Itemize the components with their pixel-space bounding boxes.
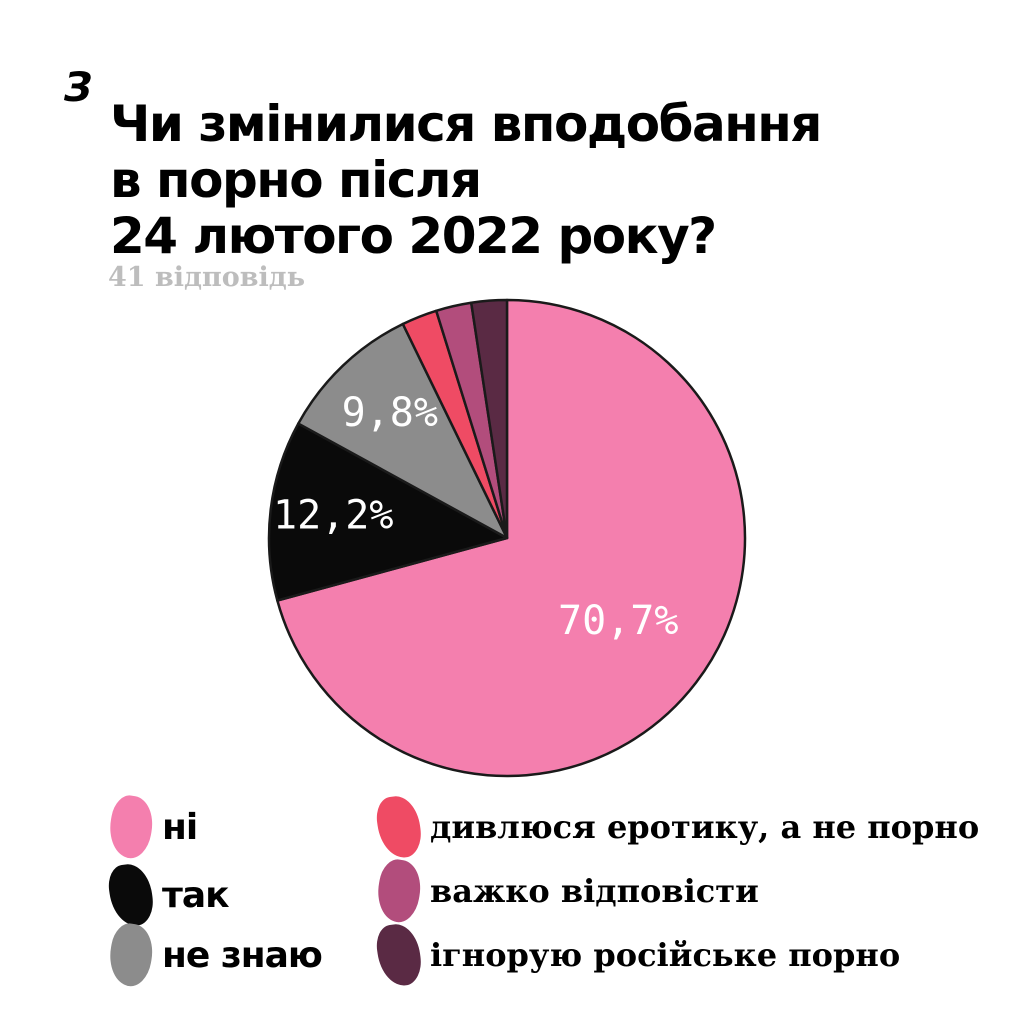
logo-mark: З — [64, 65, 93, 111]
legend-label: ігнорую російське порно — [430, 936, 901, 974]
title-line-3: 24 лютого 2022 року? — [110, 207, 717, 265]
legend-item-vazhko: важко відповісти — [372, 856, 759, 926]
response-count: 41 відповідь — [108, 262, 306, 293]
legend-swatch — [104, 792, 158, 862]
slice-label-1: 12,2% — [273, 492, 393, 538]
pie-slice-5 — [469, 298, 509, 540]
legend-swatch — [104, 920, 158, 990]
pie-slice-0 — [276, 298, 747, 778]
legend-swatch — [105, 861, 157, 929]
title-line-2: в порно після — [110, 151, 482, 209]
pie-slice-1 — [267, 422, 509, 602]
slice-label-2: 9,8% — [342, 390, 438, 436]
legend-label: важко відповісти — [430, 872, 759, 910]
legend-item-ni: ні — [104, 792, 198, 862]
slice-label-0: 70,7% — [558, 598, 678, 644]
title-line-1: Чи змінилися вподобання — [110, 95, 822, 153]
legend-item-ignoruyu: ігнорую російське порно — [373, 920, 901, 990]
chart-title: Чи змінилися вподобання в порно після 24… — [110, 96, 990, 264]
legend-label: ні — [162, 806, 198, 848]
legend-swatch — [372, 856, 426, 926]
pie-slice-2 — [297, 322, 509, 540]
legend-item-ne-znayu: не знаю — [104, 920, 323, 990]
legend-swatch — [373, 921, 425, 989]
legend-item-erotyka: дивлюся еротику, а не порно — [373, 792, 980, 862]
legend-swatch — [373, 793, 425, 861]
legend-item-tak: так — [105, 860, 230, 930]
legend-label: так — [162, 874, 230, 916]
legend-label: не знаю — [162, 934, 323, 976]
legend-label: дивлюся еротику, а не порно — [430, 808, 980, 846]
